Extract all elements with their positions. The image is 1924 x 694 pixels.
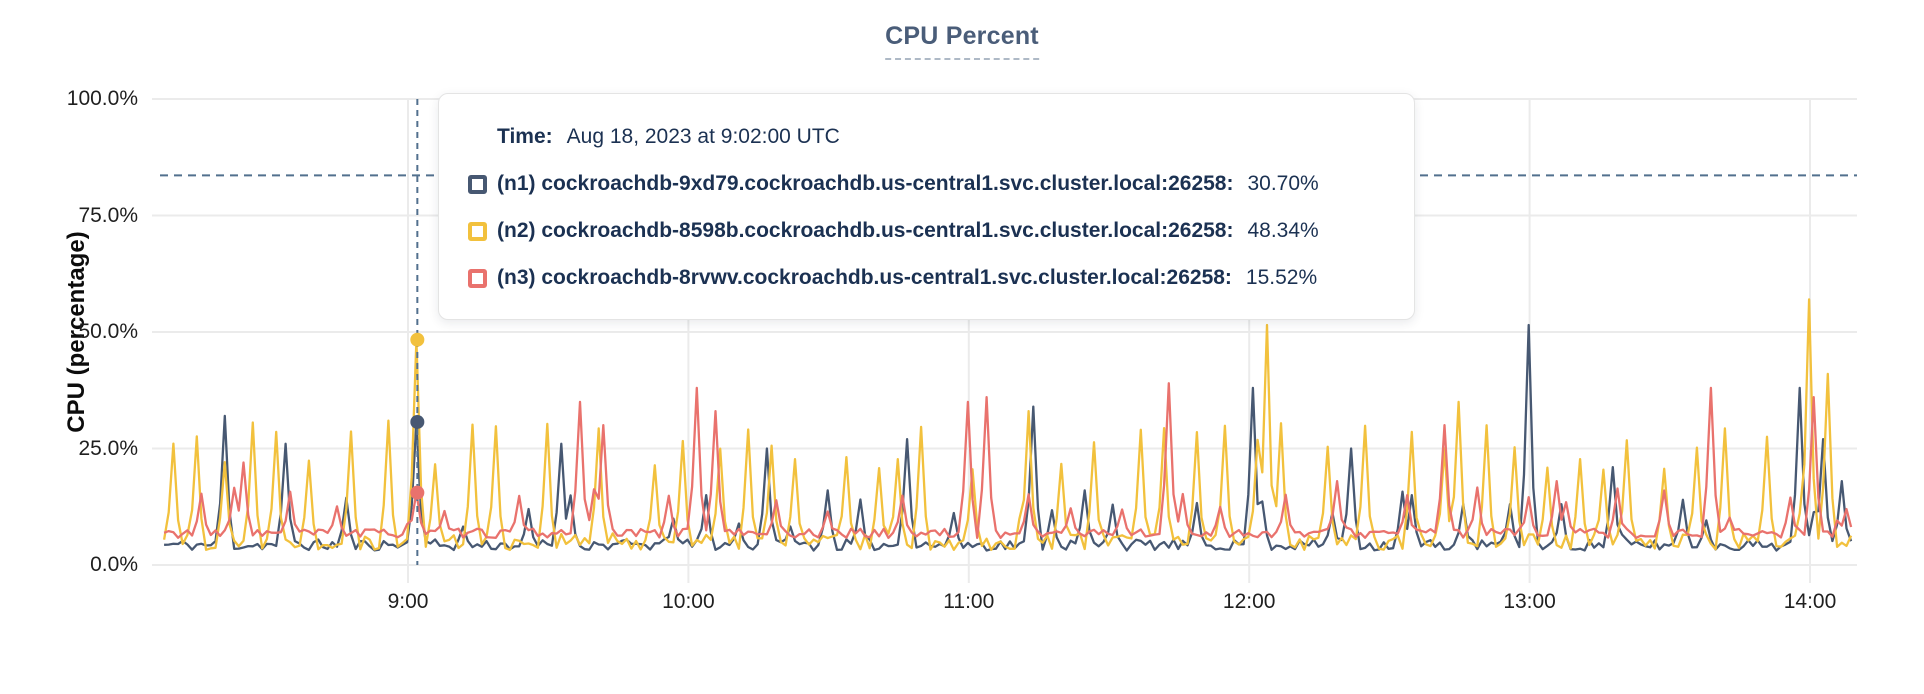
x-axis-tick-label: 9:00: [387, 590, 429, 613]
y-axis-tick-label: 50.0%: [78, 320, 138, 343]
legend-swatch-icon: [468, 268, 487, 288]
x-axis-tick-label: 10:00: [662, 590, 715, 613]
chart-title: CPU Percent: [885, 22, 1039, 60]
series-label-n1: (n1) cockroachdb-9xd79.cockroachdb.us-ce…: [497, 172, 1234, 195]
legend-swatch-icon: [468, 221, 487, 241]
tooltip-time-row: Time: Aug 18, 2023 at 9:02:00 UTC: [497, 124, 1394, 150]
series-value-n2: 48.34%: [1247, 219, 1319, 242]
tooltip-time-label: Time:: [497, 125, 553, 148]
hover-dot-n3: [410, 485, 425, 500]
tooltip-series-row-n1: (n1) cockroachdb-9xd79.cockroachdb.us-ce…: [468, 171, 1394, 197]
series-label-n2: (n2) cockroachdb-8598b.cockroachdb.us-ce…: [497, 219, 1234, 242]
hover-marker: [410, 99, 425, 565]
y-axis-tick-label: 25.0%: [78, 436, 138, 460]
tooltip-time-value: Aug 18, 2023 at 9:02:00 UTC: [566, 125, 840, 148]
tooltip-series-row-n3: (n3) cockroachdb-8rvwv.cockroachdb.us-ce…: [468, 265, 1394, 291]
y-axis-tick-label: 75.0%: [78, 203, 138, 227]
series-line-n2: [162, 298, 1853, 552]
gridlines: [152, 98, 1857, 583]
hover-dot-n2: [410, 332, 425, 347]
x-axis-tick-label: 11:00: [943, 590, 995, 613]
series-label-n3: (n3) cockroachdb-8rvwv.cockroachdb.us-ce…: [497, 266, 1232, 289]
x-axis-tick-label: 14:00: [1783, 590, 1837, 613]
y-axis-tick-label: 100.0%: [66, 87, 138, 110]
tooltip-series-row-n2: (n2) cockroachdb-8598b.cockroachdb.us-ce…: [468, 218, 1394, 244]
series-value-n1: 30.70%: [1247, 172, 1319, 195]
legend-swatch-icon: [468, 174, 487, 194]
x-axis-tick-label: 12:00: [1222, 590, 1276, 613]
series-line-n3: [163, 382, 1853, 540]
chart-tooltip: Time: Aug 18, 2023 at 9:02:00 UTC (n1) c…: [438, 93, 1415, 320]
series-value-n3: 15.52%: [1245, 266, 1318, 289]
x-axis-tick-label: 13:00: [1503, 590, 1556, 613]
hover-dot-n1: [410, 414, 425, 429]
y-axis-tick-label: 0.0%: [90, 553, 138, 576]
